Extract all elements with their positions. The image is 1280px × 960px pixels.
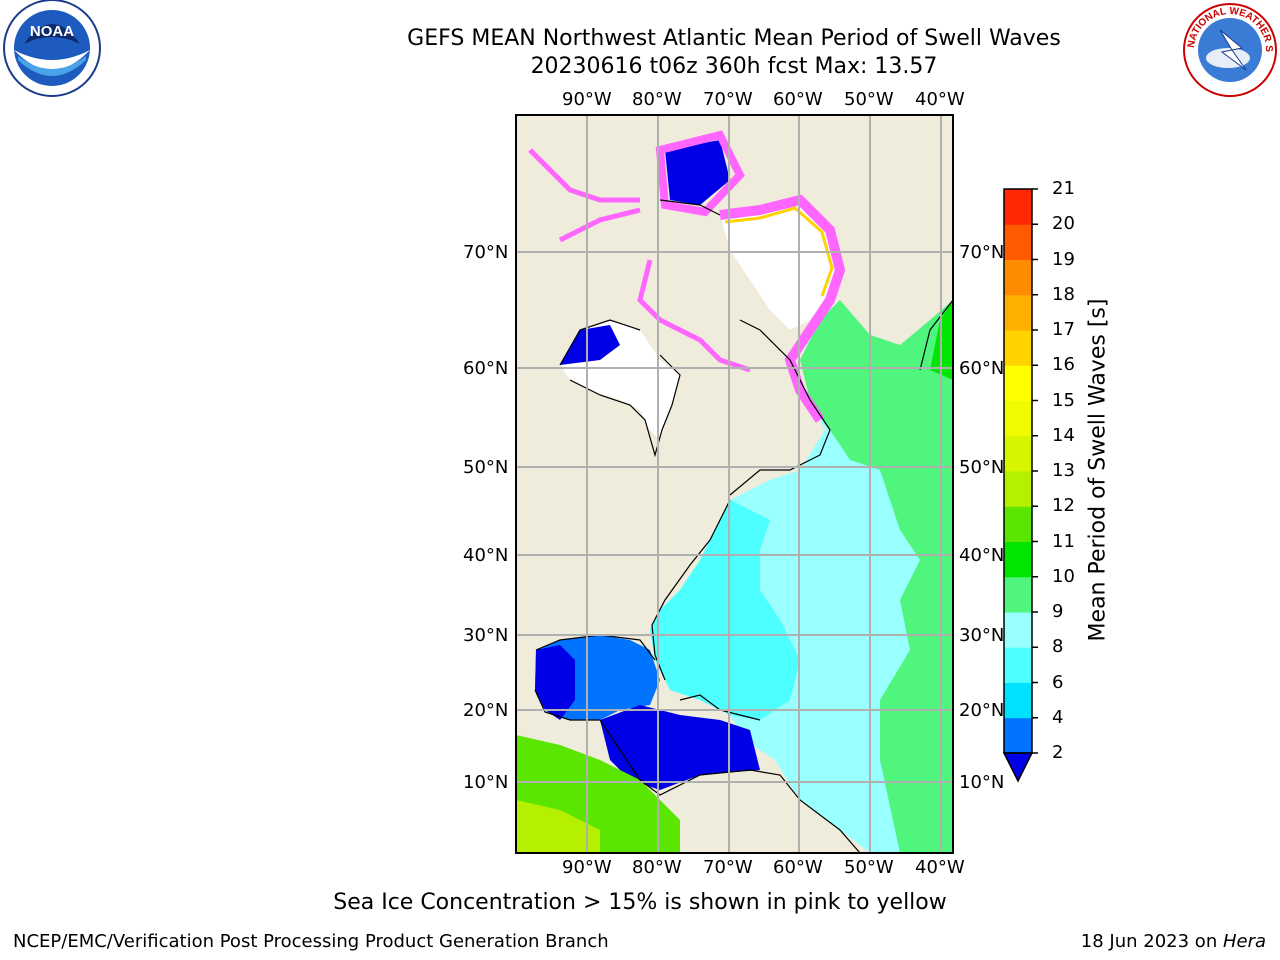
lon-label-bottom-70w: 70°W [703, 857, 753, 878]
footer-date-text: 18 Jun 2023 on [1080, 931, 1223, 952]
lat-label-left-10n: 10°N [463, 772, 509, 793]
colorbar-segment [1004, 471, 1032, 507]
lon-label-top-90w: 90°W [562, 89, 612, 110]
footer-credit: NCEP/EMC/Verification Post Processing Pr… [13, 931, 609, 952]
colorbar-tick-label: 9 [1052, 601, 1064, 622]
caribbean-sea [600, 705, 760, 790]
lon-label-bottom-40w: 40°W [915, 857, 965, 878]
nws-logo: NATIONAL WEATHER SERVICE [1180, 0, 1277, 97]
footer-host: Hera [1222, 931, 1266, 952]
colorbar-tick-label: 8 [1052, 636, 1064, 658]
colorbar-tick-label: 2 [1052, 742, 1064, 763]
colorbar-tick-label: 12 [1052, 495, 1075, 517]
colorbar-tick-label: 11 [1052, 530, 1075, 552]
colorbar-segment [1004, 647, 1032, 683]
colorbar-segment [1004, 294, 1032, 331]
colorbar-segment [1004, 682, 1032, 719]
arctic-ice [655, 130, 745, 217]
colorbar-tick-label: 16 [1052, 354, 1075, 376]
lat-label-right-20n: 20°N [959, 700, 1005, 721]
lat-label-left-20n: 20°N [463, 700, 509, 721]
lon-label-top-70w: 70°W [703, 89, 753, 110]
colorbar-segment [1004, 717, 1032, 754]
colorbar-segment [1004, 400, 1032, 437]
arctic-channels [528, 148, 751, 373]
ocean-green-east [800, 300, 953, 853]
colorbar-tick-label: 15 [1052, 389, 1075, 411]
lon-label-bottom-80w: 80°W [632, 857, 682, 878]
lat-label-left-60n: 60°N [463, 358, 509, 379]
colorbar [1002, 188, 1038, 783]
sea-ice-caption: Sea Ice Concentration > 15% is shown in … [333, 890, 947, 915]
lat-label-right-70n: 70°N [959, 242, 1005, 263]
colorbar-tick-label: 10 [1052, 565, 1075, 587]
south-america-yellow [516, 800, 600, 853]
figure-subtitle: 20230616 t06z 360h fcst Max: 13.57 [530, 54, 938, 79]
colorbar-segment [1004, 330, 1032, 366]
colorbar-segment [1004, 189, 1032, 225]
lon-label-top-60w: 60°W [773, 89, 823, 110]
colorbar-tick-label: 6 [1052, 671, 1064, 693]
footer-date: 18 Jun 2023 on Hera [1081, 931, 1266, 952]
lat-label-left-40n: 40°N [463, 545, 509, 566]
lat-label-left-50n: 50°N [463, 457, 509, 478]
colorbar-segment [1004, 365, 1032, 401]
map-frame [515, 114, 954, 854]
map-area [516, 115, 953, 853]
sea-ice-band [719, 194, 846, 423]
lat-label-right-60n: 60°N [959, 358, 1005, 379]
noaa-logo: NOAA [3, 0, 101, 97]
colorbar-segment [1004, 224, 1032, 260]
colorbar-segment [1004, 612, 1032, 648]
lon-label-top-50w: 50°W [844, 89, 894, 110]
hudson-bay-blue [560, 325, 620, 365]
colorbar-under-arrow [1002, 752, 1034, 783]
figure-title: GEFS MEAN Northwest Atlantic Mean Period… [407, 26, 1061, 51]
colorbar-segment [1004, 259, 1032, 296]
lat-label-left-30n: 30°N [463, 625, 509, 646]
lat-label-right-10n: 10°N [959, 772, 1005, 793]
lat-label-right-40n: 40°N [959, 545, 1005, 566]
baffin-bay [720, 200, 840, 330]
lon-label-bottom-50w: 50°W [844, 857, 894, 878]
graticule [516, 115, 953, 853]
sea-ice-band-yellow [724, 206, 834, 297]
lon-label-bottom-90w: 90°W [562, 857, 612, 878]
colorbar-tick-label: 19 [1052, 248, 1075, 270]
colorbar-title: Mean Period of Swell Waves [s] [1085, 298, 1111, 642]
noaa-logo-text: NOAA [30, 23, 74, 40]
colorbar-tick-label: 4 [1052, 706, 1064, 728]
lat-label-right-30n: 30°N [959, 625, 1005, 646]
lat-label-right-50n: 50°N [959, 457, 1005, 478]
colorbar-segment [1004, 576, 1032, 613]
lat-label-left-70n: 70°N [463, 242, 509, 263]
lon-label-bottom-60w: 60°W [773, 857, 823, 878]
arctic-blue [665, 140, 730, 205]
colorbar-segment [1004, 506, 1032, 542]
colorbar-tick-label: 14 [1052, 424, 1075, 446]
gulf-deep [535, 645, 575, 720]
colorbar-segment [1004, 541, 1032, 578]
colorbar-tick-label: 18 [1052, 283, 1075, 305]
colorbar-tick-label: 20 [1052, 213, 1075, 235]
lon-label-top-80w: 80°W [632, 89, 682, 110]
colorbar-tick-label: 21 [1052, 178, 1075, 199]
lon-label-top-40w: 40°W [915, 89, 965, 110]
colorbar-tick-label: 17 [1052, 319, 1075, 340]
ocean-coastal-band [650, 500, 800, 720]
colorbar-tick-label: 13 [1052, 460, 1075, 481]
colorbar-segment [1004, 435, 1032, 472]
